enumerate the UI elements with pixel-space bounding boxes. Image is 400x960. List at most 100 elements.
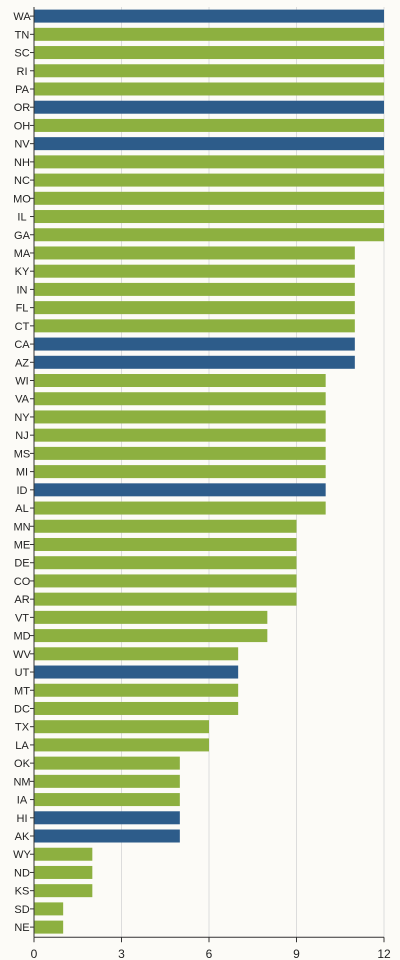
category-label-mn: MN (13, 521, 30, 533)
bar-co (34, 574, 297, 588)
category-label-dc: DC (14, 703, 30, 715)
category-label-wi: WI (15, 376, 28, 388)
x-tick-label-12: 12 (377, 947, 391, 960)
bar-ny (34, 410, 326, 424)
bar-mt (34, 683, 239, 697)
bar-ky (34, 264, 355, 278)
category-label-ms: MS (14, 448, 31, 460)
bar-tn (34, 27, 384, 41)
category-label-fl: FL (16, 303, 29, 315)
bars (34, 9, 384, 934)
x-tick-label-0: 0 (31, 947, 38, 960)
bar-ms (34, 446, 326, 460)
bar-wi (34, 374, 326, 388)
category-label-az: AZ (15, 357, 29, 369)
bar-ks (34, 884, 93, 898)
bar-nj (34, 428, 326, 442)
bar-ak (34, 829, 180, 843)
bar-tx (34, 720, 209, 734)
category-label-il: IL (17, 212, 26, 224)
category-label-ut: UT (15, 667, 30, 679)
x-tick-label-9: 9 (293, 947, 300, 960)
bar-mi (34, 465, 326, 479)
category-label-me: ME (14, 539, 31, 551)
bar-or (34, 100, 384, 114)
category-label-tx: TX (15, 722, 30, 734)
category-label-wv: WV (13, 649, 31, 661)
category-label-wy: WY (13, 849, 31, 861)
bar-in (34, 282, 355, 296)
bar-ma (34, 246, 355, 260)
category-label-vt: VT (15, 612, 29, 624)
bar-ca (34, 337, 355, 351)
category-label-oh: OH (14, 120, 31, 132)
category-label-mt: MT (14, 685, 30, 697)
bar-me (34, 537, 297, 551)
category-label-nj: NJ (15, 430, 28, 442)
category-label-ny: NY (14, 412, 30, 424)
bar-pa (34, 82, 384, 96)
bar-nc (34, 173, 384, 187)
category-label-or: OR (14, 102, 31, 114)
bar-oh (34, 118, 384, 132)
category-label-al: AL (15, 503, 28, 515)
category-label-ca: CA (14, 339, 30, 351)
category-label-ky: KY (15, 266, 30, 278)
category-label-md: MD (13, 631, 30, 643)
bar-hi (34, 811, 180, 825)
x-axis: 0 3 6 9 12 (31, 7, 391, 960)
bar-wy (34, 847, 93, 861)
category-label-de: DE (14, 558, 29, 570)
category-label-hi: HI (17, 813, 28, 825)
bar-mn (34, 519, 297, 533)
category-label-nv: NV (14, 139, 30, 151)
x-tick-label-3: 3 (118, 947, 125, 960)
category-label-id: ID (17, 485, 28, 497)
bar-ok (34, 756, 180, 770)
category-label-ct: CT (15, 321, 30, 333)
bar-ct (34, 319, 355, 333)
bar-ga (34, 228, 384, 242)
category-label-ia: IA (17, 795, 28, 807)
category-label-ks: KS (15, 886, 30, 898)
category-label-ga: GA (14, 230, 31, 242)
category-label-va: VA (15, 394, 30, 406)
bar-ri (34, 64, 384, 78)
bar-sd (34, 902, 64, 916)
category-label-tn: TN (15, 29, 30, 41)
bar-md (34, 629, 268, 643)
bar-la (34, 738, 209, 752)
category-label-sc: SC (14, 48, 29, 60)
category-label-nc: NC (14, 175, 30, 187)
bar-al (34, 501, 326, 515)
bar-az (34, 355, 355, 369)
bar-fl (34, 301, 355, 315)
category-label-la: LA (15, 740, 29, 752)
category-label-ri: RI (17, 66, 28, 78)
category-label-ok: OK (14, 758, 31, 770)
category-label-co: CO (14, 576, 31, 588)
bar-nd (34, 865, 93, 879)
category-label-wa: WA (13, 11, 31, 23)
bar-wa (34, 9, 384, 23)
category-label-ma: MA (14, 248, 31, 260)
category-label-mi: MI (16, 467, 28, 479)
bar-nh (34, 155, 384, 169)
category-label-ne: NE (14, 922, 29, 934)
category-label-nh: NH (14, 157, 30, 169)
bar-ut (34, 665, 239, 679)
category-label-in: IN (17, 284, 28, 296)
category-label-nm: NM (13, 776, 30, 788)
bar-dc (34, 701, 239, 715)
bar-ia (34, 793, 180, 807)
x-tick-label-6: 6 (206, 947, 213, 960)
bar-nm (34, 774, 180, 788)
category-labels: WA TN SC RI PA OR OH NV NH NC MO IL GA MA KY IN FL CT CA AZ… (13, 11, 34, 934)
category-label-sd: SD (14, 904, 29, 916)
bar-ne (34, 920, 64, 934)
category-label-ak: AK (15, 831, 30, 843)
bar-nv (34, 137, 384, 151)
category-label-ar: AR (14, 594, 29, 606)
bar-wv (34, 647, 239, 661)
